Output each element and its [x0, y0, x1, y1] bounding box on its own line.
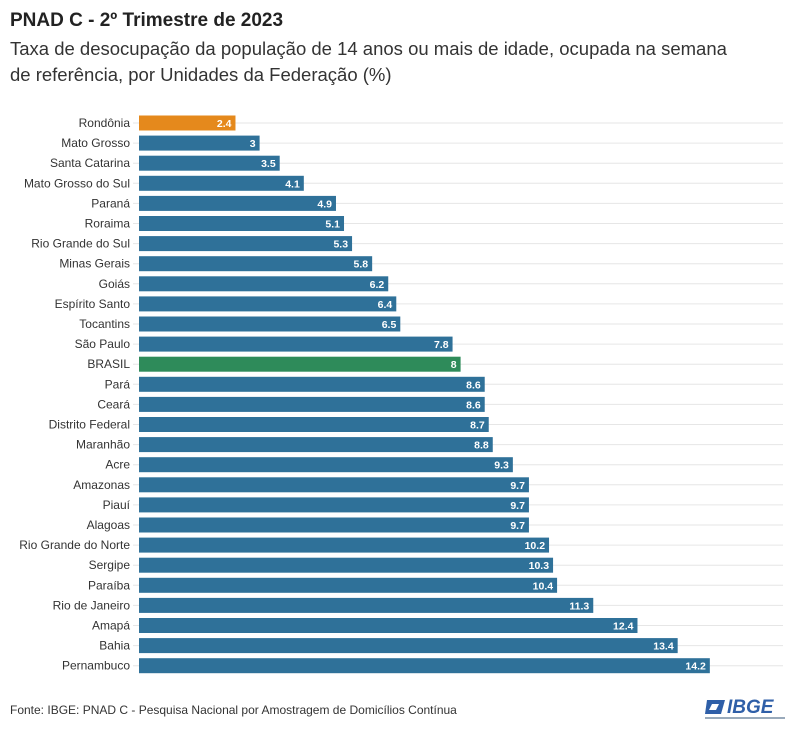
bar	[139, 417, 489, 432]
category-label: Maranhão	[76, 438, 130, 452]
chart-subtitle: Taxa de desocupação da população de 14 a…	[10, 38, 727, 85]
category-label: Pará	[105, 377, 131, 391]
category-label: Mato Grosso do Sul	[24, 176, 130, 190]
data-label: 3.5	[261, 158, 276, 170]
data-label: 8.6	[466, 399, 481, 411]
data-label: 8.6	[466, 379, 481, 391]
bar	[139, 437, 493, 453]
data-label: 4.1	[285, 178, 300, 190]
bar	[139, 175, 304, 191]
bar	[139, 135, 260, 151]
data-label: 5.8	[354, 259, 369, 271]
data-label: 6.2	[370, 279, 385, 291]
category-label: Paraíba	[88, 578, 130, 592]
category-label: Distrito Federal	[49, 418, 130, 432]
data-label: 13.4	[653, 641, 674, 653]
bar	[139, 216, 345, 231]
category-label: Minas Gerais	[59, 257, 130, 271]
category-label: Espírito Santo	[55, 297, 131, 311]
data-label: 6.4	[378, 299, 393, 311]
data-label: 9.7	[510, 520, 525, 532]
data-label: 10.2	[525, 540, 546, 552]
bar	[139, 638, 678, 654]
category-label: Goiás	[99, 277, 130, 291]
category-label: Mato Grosso	[61, 136, 130, 150]
bar	[139, 457, 513, 473]
data-label: 10.3	[529, 560, 550, 572]
data-label: 14.2	[685, 661, 706, 673]
svg-text:IBGE: IBGE	[727, 697, 775, 718]
category-label: Acre	[105, 458, 130, 472]
ibge-logo: IBGE	[705, 697, 785, 719]
bar	[139, 597, 594, 613]
bar	[139, 115, 236, 131]
bar-chart: Rondônia 2.4 Mato Grosso 3 Santa Catarina 3.5…	[19, 115, 783, 674]
category-label: Amazonas	[73, 478, 130, 492]
category-label: Tocantins	[79, 317, 130, 331]
category-label: Pernambuco	[62, 659, 130, 673]
bar	[139, 537, 550, 553]
category-label: Alagoas	[87, 518, 130, 532]
bar	[139, 477, 529, 493]
bar	[139, 517, 529, 533]
data-label: 10.4	[533, 580, 554, 592]
bar	[139, 497, 529, 513]
bar	[139, 577, 558, 593]
category-label: Bahia	[99, 639, 130, 653]
data-label: 2.4	[217, 118, 232, 130]
bar	[139, 236, 353, 252]
bar	[139, 296, 397, 312]
bar	[139, 376, 485, 392]
bar	[139, 618, 638, 633]
data-label: 4.9	[317, 198, 332, 210]
data-label: 12.4	[613, 621, 634, 633]
bar	[139, 195, 336, 211]
data-label: 7.8	[434, 339, 449, 351]
bar	[139, 336, 453, 352]
data-label: 9.7	[510, 500, 525, 512]
data-label: 6.5	[382, 319, 397, 331]
data-label: 9.3	[494, 460, 509, 472]
category-label: BRASIL	[87, 357, 130, 371]
source-note: Fonte: IBGE: PNAD C - Pesquisa Nacional …	[10, 703, 457, 717]
data-label: 5.3	[333, 239, 348, 251]
category-label: Rio de Janeiro	[53, 598, 131, 612]
chart-title: PNAD C - 2º Trimestre de 2023	[10, 10, 284, 31]
bar	[139, 396, 485, 412]
data-label: 11.3	[569, 600, 589, 612]
category-label: Sergipe	[89, 558, 131, 572]
category-label: Piauí	[103, 498, 131, 512]
bar	[139, 557, 554, 573]
category-label: Santa Catarina	[50, 156, 130, 170]
category-label: Roraima	[85, 217, 131, 231]
category-label: São Paulo	[75, 337, 131, 351]
data-label: 9.7	[510, 480, 525, 492]
data-label: 8.8	[474, 440, 489, 452]
category-label: Ceará	[97, 397, 130, 411]
category-label: Rondônia	[79, 116, 131, 130]
category-label: Paraná	[91, 196, 130, 210]
bar	[139, 155, 280, 171]
bar	[139, 658, 710, 674]
category-label: Amapá	[92, 619, 130, 633]
category-label: Rio Grande do Norte	[19, 538, 130, 552]
bar	[139, 316, 401, 332]
data-label: 5.1	[325, 219, 340, 231]
data-label: 8	[451, 359, 457, 371]
bar	[139, 256, 373, 272]
bar	[139, 276, 389, 292]
data-label: 3	[250, 138, 256, 150]
category-label: Rio Grande do Sul	[31, 237, 130, 251]
data-label: 8.7	[470, 420, 485, 432]
bar	[139, 356, 461, 372]
